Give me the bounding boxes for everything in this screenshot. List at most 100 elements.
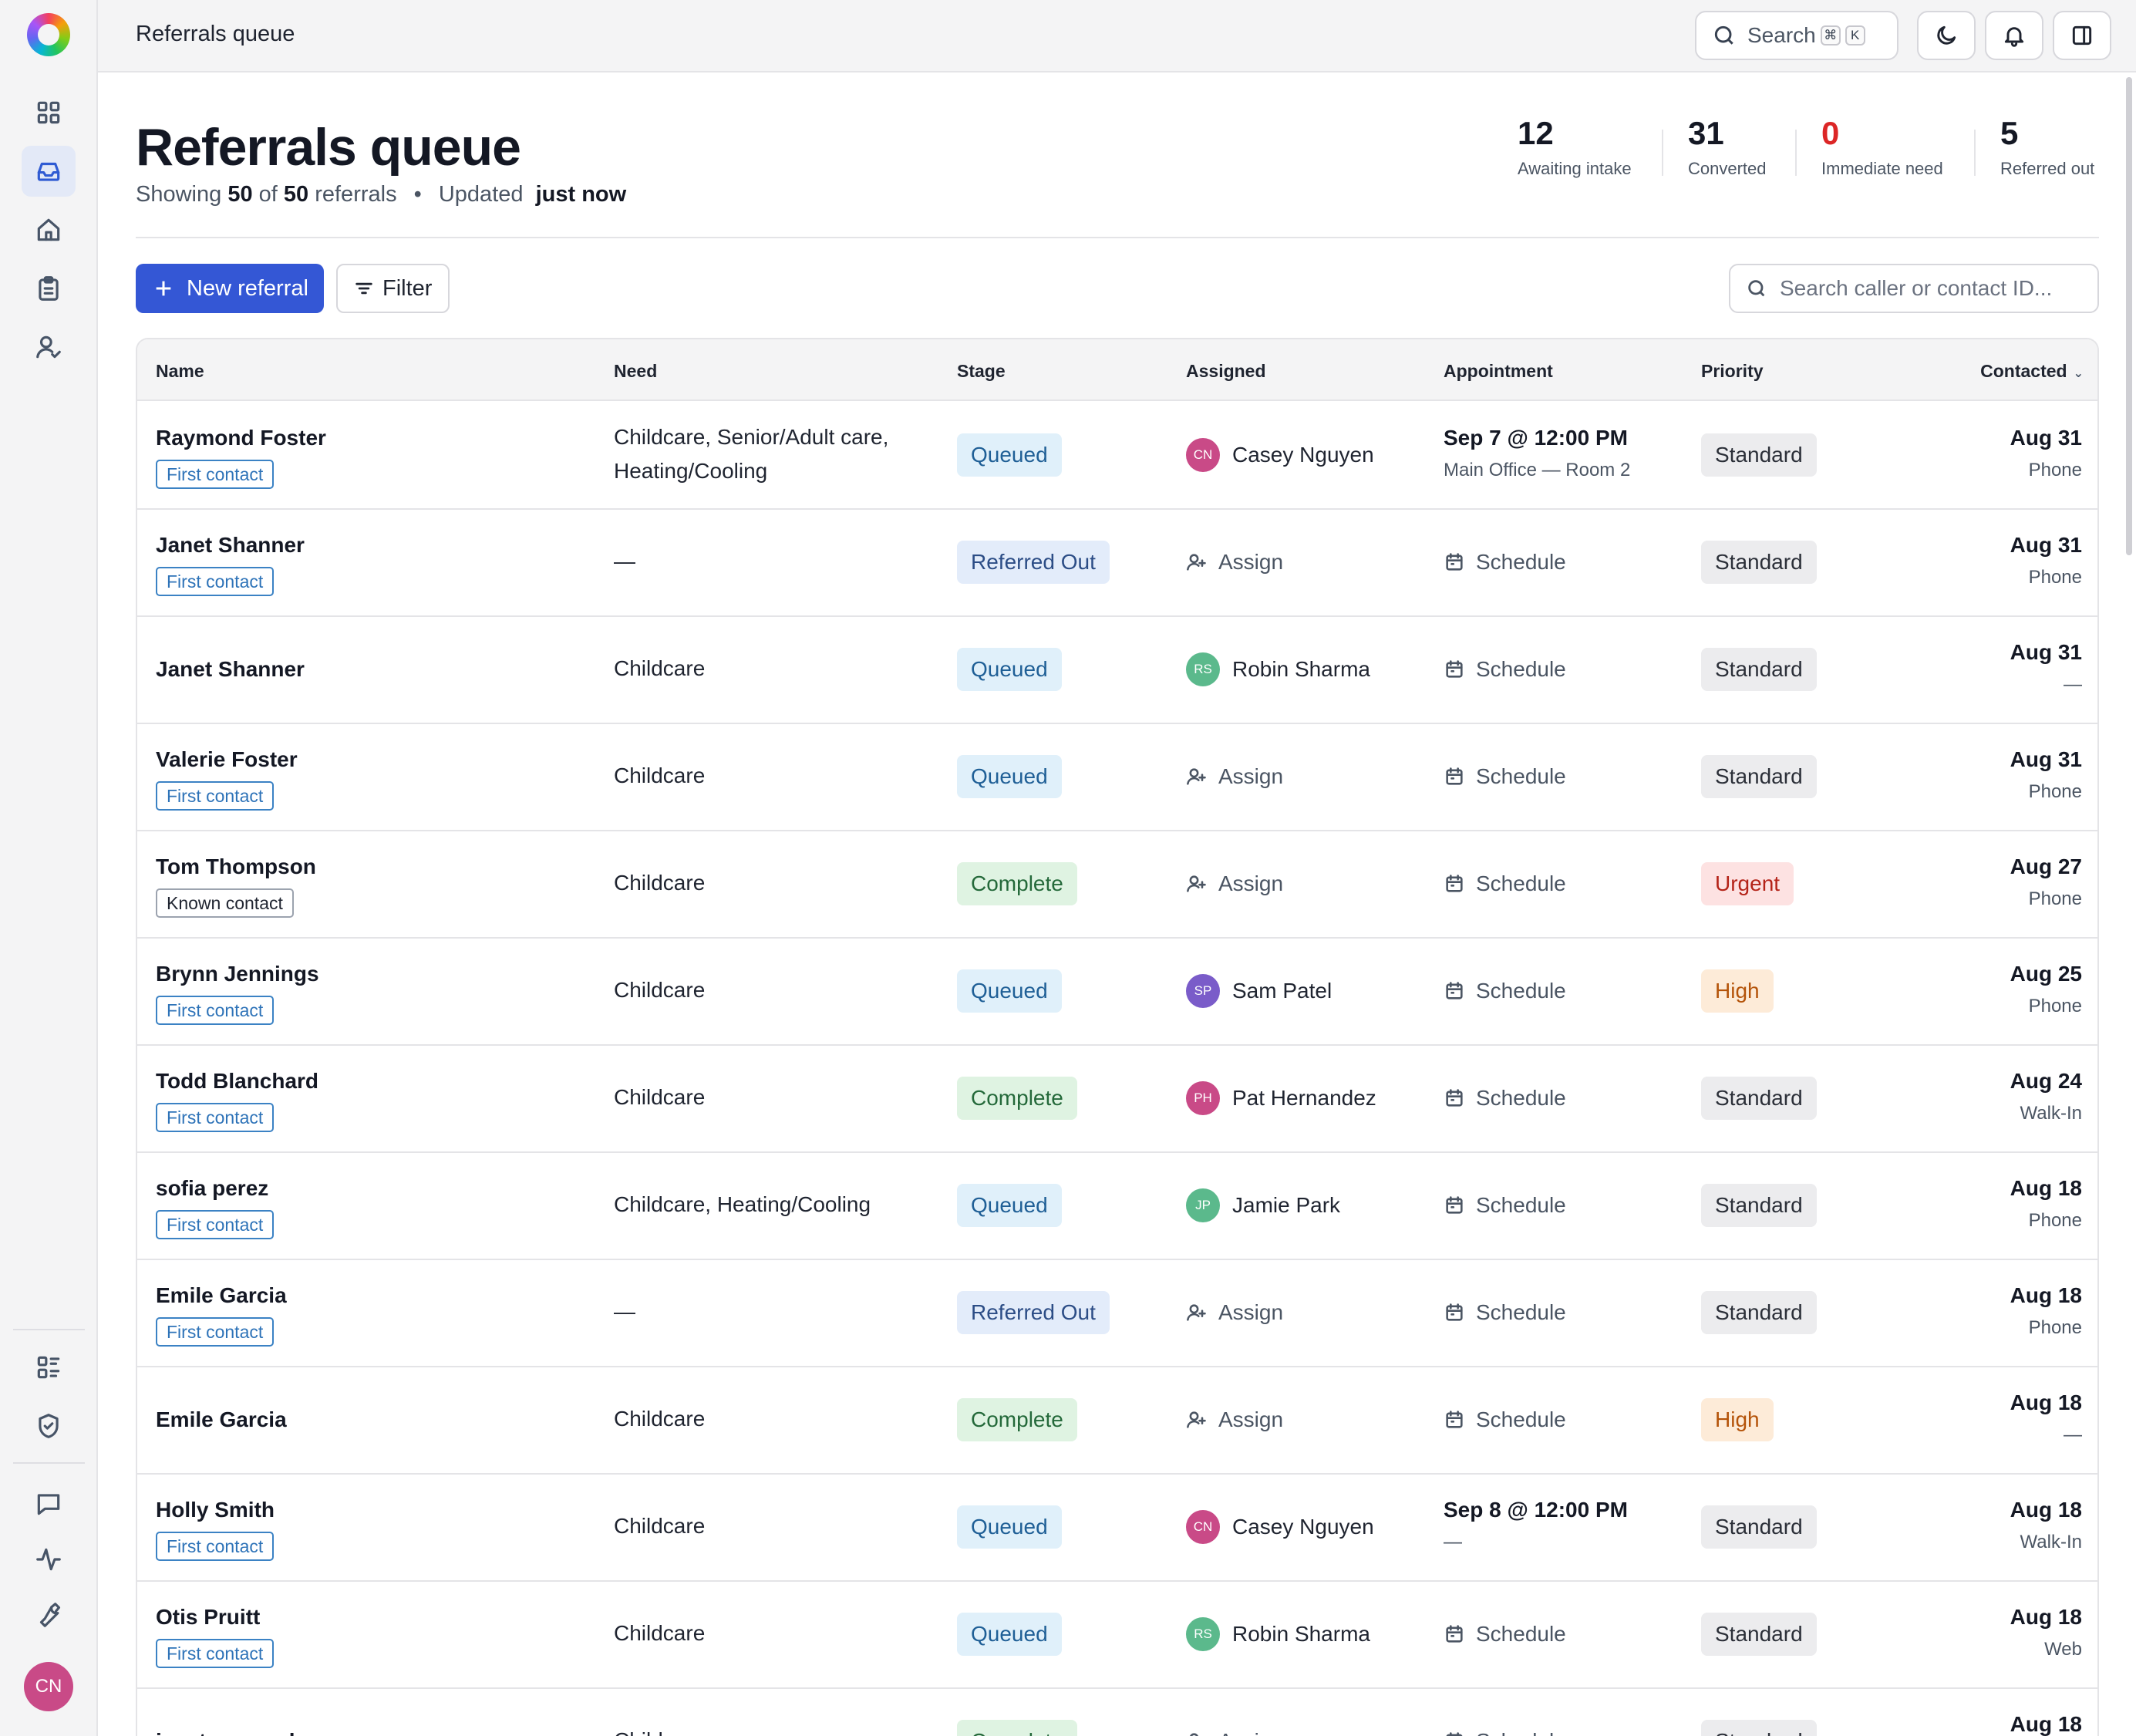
table-row[interactable]: Janet Shanner First contact — Referred Out A… [137, 510, 2097, 617]
referral-name[interactable]: Otis Pruitt [156, 1605, 261, 1629]
assign-button[interactable]: Assign [1186, 764, 1283, 789]
column-header-assigned[interactable]: Assigned [1186, 361, 1266, 381]
schedule-button[interactable]: Schedule [1444, 1086, 1566, 1111]
user-avatar[interactable]: CN [24, 1662, 73, 1711]
nav-home[interactable] [22, 204, 76, 255]
table-row[interactable]: Otis Pruitt First contact Childcare Queued R… [137, 1582, 2097, 1689]
referral-name[interactable]: Janet Shanner [156, 533, 305, 557]
appointment-location: Main Office — Room 2 [1444, 460, 1631, 480]
table-row[interactable]: janet pennock Childcare Complete Assign Sche… [137, 1689, 2097, 1736]
column-header-contacted[interactable]: Contacted ⌄ [1980, 361, 2084, 382]
table-row[interactable]: Holly Smith First contact Childcare Queued C… [137, 1475, 2097, 1582]
schedule-button[interactable]: Schedule [1444, 1193, 1566, 1218]
table-row[interactable]: Emile Garcia First contact — Referred Out As… [137, 1260, 2097, 1367]
contacted: Aug 18 Phone [2010, 1283, 2082, 1339]
sidebar-divider [13, 1462, 85, 1464]
nav-list-details[interactable] [22, 1342, 76, 1393]
appointment[interactable]: Sep 8 @ 12:00 PM — [1444, 1498, 1628, 1553]
need-text: Childcare [614, 656, 706, 680]
referral-name[interactable]: Janet Shanner [156, 657, 305, 681]
assignee[interactable]: JP Jamie Park [1186, 1188, 1340, 1222]
schedule-button[interactable]: Schedule [1444, 550, 1566, 575]
assign-button[interactable]: Assign [1186, 1729, 1283, 1736]
schedule-label: Schedule [1476, 1622, 1566, 1646]
priority-badge: Standard [1701, 1077, 1817, 1120]
table-row[interactable]: Todd Blanchard First contact Childcare Comp… [137, 1046, 2097, 1153]
schedule-button[interactable]: Schedule [1444, 979, 1566, 1003]
table-row[interactable]: Brynn Jennings First contact Childcare Queu… [137, 939, 2097, 1046]
schedule-button[interactable]: Schedule [1444, 1407, 1566, 1432]
assign-button[interactable]: Assign [1186, 871, 1283, 896]
nav-inbox[interactable] [22, 146, 76, 197]
table-row[interactable]: Tom Thompson Known contact Childcare Comple… [137, 831, 2097, 939]
caller-search-field[interactable] [1729, 264, 2099, 313]
kbd-cmd: ⌘ [1820, 25, 1841, 46]
app-logo[interactable] [27, 13, 70, 56]
caller-search-input[interactable] [1780, 276, 2088, 301]
referral-name[interactable]: Emile Garcia [156, 1407, 287, 1431]
panel-toggle-button[interactable] [2053, 11, 2111, 60]
referral-name[interactable]: sofia perez [156, 1176, 269, 1200]
calendar-icon [1446, 1303, 1463, 1321]
nav-messages[interactable] [22, 1478, 76, 1529]
assign-button[interactable]: Assign [1186, 1300, 1283, 1325]
schedule-button[interactable]: Schedule [1444, 1622, 1566, 1647]
referral-name[interactable]: Brynn Jennings [156, 962, 319, 986]
schedule-button[interactable]: Schedule [1444, 1729, 1566, 1736]
assignee[interactable]: CN Casey Nguyen [1186, 438, 1374, 472]
referral-name[interactable]: Holly Smith [156, 1498, 275, 1522]
appointment[interactable]: Sep 7 @ 12:00 PM Main Office — Room 2 [1444, 426, 1630, 481]
global-search-button[interactable]: Search ⌘ K [1695, 11, 1898, 60]
column-header-priority[interactable]: Priority [1701, 361, 1764, 381]
table-row[interactable]: Raymond Foster First contact Childcare, Se… [137, 403, 2097, 510]
table-row[interactable]: Emile Garcia Childcare Complete Assign Sched… [137, 1367, 2097, 1475]
contacted-date: Aug 27 [2010, 855, 2082, 878]
schedule-button[interactable]: Schedule [1444, 871, 1566, 896]
user-plus-icon [1187, 875, 1206, 892]
assignee[interactable]: RS Robin Sharma [1186, 1617, 1370, 1651]
table-row[interactable]: Valerie Foster First contact Childcare Queu… [137, 724, 2097, 831]
scrollbar[interactable] [2126, 77, 2132, 555]
table-row[interactable]: Janet Shanner Childcare Queued RS Robin Shar… [137, 617, 2097, 724]
nav-activity[interactable] [22, 1534, 76, 1585]
stage-badge: Queued [957, 433, 1062, 477]
column-header-need[interactable]: Need [614, 361, 658, 381]
referral-name[interactable]: Raymond Foster [156, 426, 326, 450]
referral-name[interactable]: Valerie Foster [156, 747, 298, 771]
column-header-stage[interactable]: Stage [957, 361, 1006, 381]
schedule-button[interactable]: Schedule [1444, 657, 1566, 682]
contacted: Aug 31 Phone [2010, 747, 2082, 803]
notifications-button[interactable] [1985, 11, 2043, 60]
referral-name[interactable]: Emile Garcia [156, 1283, 287, 1307]
contact-channel: Phone [2028, 781, 2082, 802]
assignee-avatar: PH [1186, 1081, 1220, 1115]
schedule-button[interactable]: Schedule [1444, 764, 1566, 789]
new-referral-button[interactable]: New referral [136, 264, 324, 313]
nav-clipboard[interactable] [22, 263, 76, 314]
assign-button[interactable]: Assign [1186, 550, 1283, 575]
referral-name[interactable]: janet pennock [156, 1729, 301, 1736]
assignee-avatar: JP [1186, 1188, 1220, 1222]
contacted-date: Aug 31 [2010, 426, 2082, 450]
referral-name[interactable]: Tom Thompson [156, 855, 316, 878]
column-header-appointment[interactable]: Appointment [1444, 361, 1553, 381]
nav-shield[interactable] [22, 1401, 76, 1451]
clipboard-icon [39, 276, 59, 301]
schedule-button[interactable]: Schedule [1444, 1300, 1566, 1325]
assignee[interactable]: RS Robin Sharma [1186, 652, 1370, 686]
assignee[interactable]: SP Sam Patel [1186, 974, 1332, 1008]
nav-dashboard[interactable] [22, 87, 76, 138]
referral-name[interactable]: Todd Blanchard [156, 1069, 319, 1093]
nav-tools[interactable] [22, 1589, 76, 1640]
priority-badge: Standard [1701, 1184, 1817, 1227]
assignee[interactable]: CN Casey Nguyen [1186, 1510, 1374, 1544]
appointment-time: Sep 8 @ 12:00 PM [1444, 1498, 1628, 1522]
assign-button[interactable]: Assign [1186, 1407, 1283, 1432]
column-header-name[interactable]: Name [156, 361, 204, 381]
contact-tag: First contact [156, 1317, 275, 1347]
table-row[interactable]: sofia perez First contact Childcare, Heati… [137, 1153, 2097, 1260]
nav-user-check[interactable] [22, 322, 76, 372]
theme-toggle-button[interactable] [1917, 11, 1976, 60]
filter-button[interactable]: Filter [336, 264, 450, 313]
assignee[interactable]: PH Pat Hernandez [1186, 1081, 1376, 1115]
